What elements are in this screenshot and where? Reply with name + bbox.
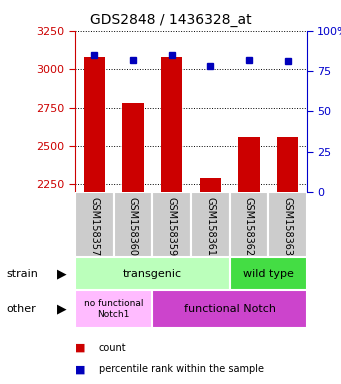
Text: no functional
Notch1: no functional Notch1 [84,300,144,319]
Bar [84,57,105,192]
Bar [152,290,307,328]
Bar [75,290,152,328]
Text: strain: strain [7,268,39,279]
Text: ▶: ▶ [57,303,66,316]
Text: GSM158359: GSM158359 [167,197,177,257]
Text: GSM158361: GSM158361 [205,197,215,256]
Text: ▶: ▶ [57,267,66,280]
Bar [200,178,221,192]
Text: transgenic: transgenic [123,268,182,279]
Text: GSM158357: GSM158357 [89,197,99,257]
Text: count: count [99,343,127,353]
Text: GDS2848 / 1436328_at: GDS2848 / 1436328_at [90,13,251,27]
Bar [122,103,144,192]
Text: GSM158362: GSM158362 [244,197,254,257]
Text: GSM158360: GSM158360 [128,197,138,256]
Text: ■: ■ [75,364,86,374]
Text: GSM158363: GSM158363 [283,197,293,256]
Bar [277,137,298,192]
Bar [191,192,229,257]
Bar [114,192,152,257]
Bar [268,192,307,257]
Bar [238,137,260,192]
Bar [75,192,114,257]
Text: other: other [7,304,36,314]
Bar [229,192,268,257]
Text: ■: ■ [75,343,86,353]
Bar [161,57,182,192]
Bar [229,257,307,290]
Text: functional Notch: functional Notch [183,304,276,314]
Text: wild type: wild type [243,268,294,279]
Text: percentile rank within the sample: percentile rank within the sample [99,364,264,374]
Bar [75,257,229,290]
Bar [152,192,191,257]
